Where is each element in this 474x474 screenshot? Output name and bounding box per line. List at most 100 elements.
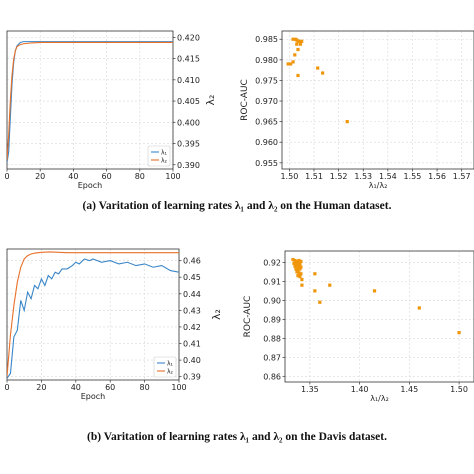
human-lines-xlabel: Epoch	[78, 181, 103, 190]
davis-scatter-point-17	[297, 271, 301, 275]
caption-human: (a) Varitation of learning rates λ₁ and …	[82, 200, 392, 212]
human-scatter-frame	[281, 30, 474, 170]
human-scatter-xtick-label-5: 1.55	[404, 172, 422, 181]
davis-scatter-point-11	[297, 264, 301, 268]
human-scatter-point-12	[286, 62, 290, 66]
human-lines-series-0-line	[7, 41, 173, 163]
davis-scatter-ylabel: ROC-AUC	[243, 296, 253, 338]
human-scatter-point-14	[296, 73, 300, 78]
davis-scatter-point-5	[292, 261, 296, 265]
davis-scatter-point-13	[294, 267, 298, 271]
davis-lines-ytick-label-6: 0.45	[183, 273, 201, 282]
davis-scatter-point-6	[294, 262, 298, 266]
human-lines-ylabel: λ₂	[204, 95, 217, 106]
human-scatter-ylabel: ROC-AUC	[240, 79, 250, 121]
davis-lines-ytick-label-1: 0.40	[183, 356, 201, 365]
davis-lines-ytick-label-2: 0.41	[183, 340, 201, 349]
human-scatter-xtick-label-1: 1.51	[305, 172, 323, 181]
human-lines-ytick-label-6: 0.420	[177, 33, 200, 42]
davis-lines-legend-label-1: λ₂	[167, 369, 174, 376]
davis-lines-xlabel: Epoch	[81, 392, 106, 401]
human-scatter-point-9	[296, 47, 300, 52]
human-scatter-point-13	[289, 62, 293, 66]
davis-scatter-xtick-label-0: 1.35	[301, 385, 319, 394]
davis-scatter-point-26	[318, 300, 322, 304]
davis-scatter-ytick-label-5: 0.91	[263, 277, 281, 286]
davis-scatter-point-23	[300, 283, 304, 287]
human-scatter-chart: 1.50 1.51 1.52 1.53 1.54 1.55 1.56 1.57 λ₁/λ₂ 0.9…	[240, 30, 474, 190]
davis-lines-series-0-line	[7, 258, 179, 379]
davis-scatter-point-0	[291, 257, 295, 262]
davis-scatter-point-12	[299, 265, 303, 269]
davis-lines-xtick-label-2: 40	[71, 383, 81, 392]
human-lines-ytick-label-4: 0.410	[177, 76, 200, 85]
davis-scatter-point-27	[372, 289, 377, 293]
davis-scatter-point-8	[298, 262, 302, 266]
human-scatter-point-7	[295, 42, 299, 46]
davis-lines-xtick-label-5: 100	[171, 383, 186, 392]
davis-lines-ytick-label-7: 0.46	[183, 257, 201, 266]
davis-scatter-point-4	[299, 259, 303, 264]
human-lines-series-1-line	[7, 41, 173, 161]
davis-scatter-frame	[284, 250, 474, 383]
caption-davis: (b) Varitation of learning rates λ₁ and …	[87, 431, 387, 443]
davis-scatter-ytick-label-2: 0.88	[263, 334, 281, 343]
human-lines-frame	[6, 30, 174, 170]
davis-lines-series-1-line	[7, 251, 179, 377]
davis-scatter-point-18	[299, 272, 303, 276]
human-scatter-point-16	[321, 71, 325, 75]
davis-scatter-ytick-label-0: 0.86	[263, 372, 281, 381]
davis-lines-xtick-label-0: 0	[4, 383, 9, 392]
human-lines-legend-label-0: λ₁	[161, 150, 168, 157]
human-scatter-ytick-label-0: 0.955	[255, 159, 278, 168]
davis-scatter-point-20	[298, 275, 302, 279]
davis-scatter-point-1	[293, 258, 297, 263]
human-scatter-point-15	[316, 66, 320, 70]
davis-lines-xtick-label-1: 20	[36, 383, 46, 392]
davis-lines-ytick-label-4: 0.43	[183, 306, 201, 315]
human-scatter-point-8	[298, 42, 303, 46]
davis-lines-ylabel: λ₂	[210, 309, 223, 320]
davis-scatter-ytick-label-6: 0.92	[263, 258, 281, 267]
davis-lines-chart: 0 20 40 60 80 100 Epoch 0.39 0.40 0.41 0.42 0.43 0.4…	[4, 248, 223, 401]
davis-scatter-point-24	[313, 289, 317, 293]
human-scatter-xtick-label-2: 1.52	[330, 172, 348, 181]
human-lines-legend-box	[147, 145, 171, 167]
davis-scatter-point-19	[296, 274, 300, 278]
davis-scatter-xtick-label-3: 1.50	[450, 385, 468, 394]
davis-scatter-chart: 1.35 1.40 1.45 1.50 λ₁/λ₂ 0.86 0.87 0.88 0.89 0.9…	[243, 250, 474, 403]
human-scatter-ytick-label-5: 0.980	[255, 56, 278, 65]
human-scatter-ytick-label-6: 0.985	[255, 35, 278, 44]
human-scatter-point-10	[293, 53, 297, 57]
davis-lines-frame	[6, 248, 180, 381]
human-scatter-ytick-label-3: 0.970	[255, 97, 278, 106]
human-lines-ytick-label-2: 0.400	[177, 118, 200, 127]
davis-scatter-ytick-label-3: 0.89	[263, 315, 281, 324]
davis-scatter-xtick-label-1: 1.40	[351, 385, 369, 394]
human-lines-ytick-label-1: 0.395	[177, 140, 200, 149]
human-scatter-point-11	[291, 60, 295, 64]
human-scatter-xtick-label-4: 1.54	[379, 172, 397, 181]
human-lines-xtick-label-5: 100	[165, 172, 180, 181]
human-scatter-point-6	[300, 39, 304, 43]
davis-scatter-point-28	[417, 306, 421, 310]
human-scatter-ytick-label-4: 0.975	[255, 76, 278, 85]
davis-scatter-xtick-label-2: 1.45	[400, 385, 418, 394]
davis-lines-ytick-label-0: 0.39	[183, 373, 201, 382]
human-scatter-ytick-label-2: 0.965	[255, 118, 278, 127]
human-lines-ytick-label-0: 0.390	[177, 161, 200, 170]
human-lines-xtick-label-1: 20	[35, 172, 45, 181]
human-scatter-point-17	[345, 120, 349, 124]
davis-lines-ytick-label-5: 0.44	[183, 290, 201, 299]
davis-scatter-point-15	[298, 267, 302, 271]
davis-lines-legend-label-0: λ₁	[167, 361, 174, 368]
human-lines-xtick-label-4: 80	[135, 172, 145, 181]
human-scatter-point-0	[291, 37, 295, 41]
human-scatter-xtick-label-0: 1.50	[280, 172, 298, 181]
human-scatter-xtick-label-3: 1.53	[354, 172, 372, 181]
human-lines-xtick-label-0: 0	[4, 172, 9, 181]
human-lines-ytick-label-5: 0.415	[177, 55, 200, 64]
human-scatter-xlabel: λ₁/λ₂	[369, 181, 388, 190]
human-scatter-xtick-label-6: 1.56	[428, 172, 446, 181]
davis-scatter-point-14	[296, 268, 300, 272]
